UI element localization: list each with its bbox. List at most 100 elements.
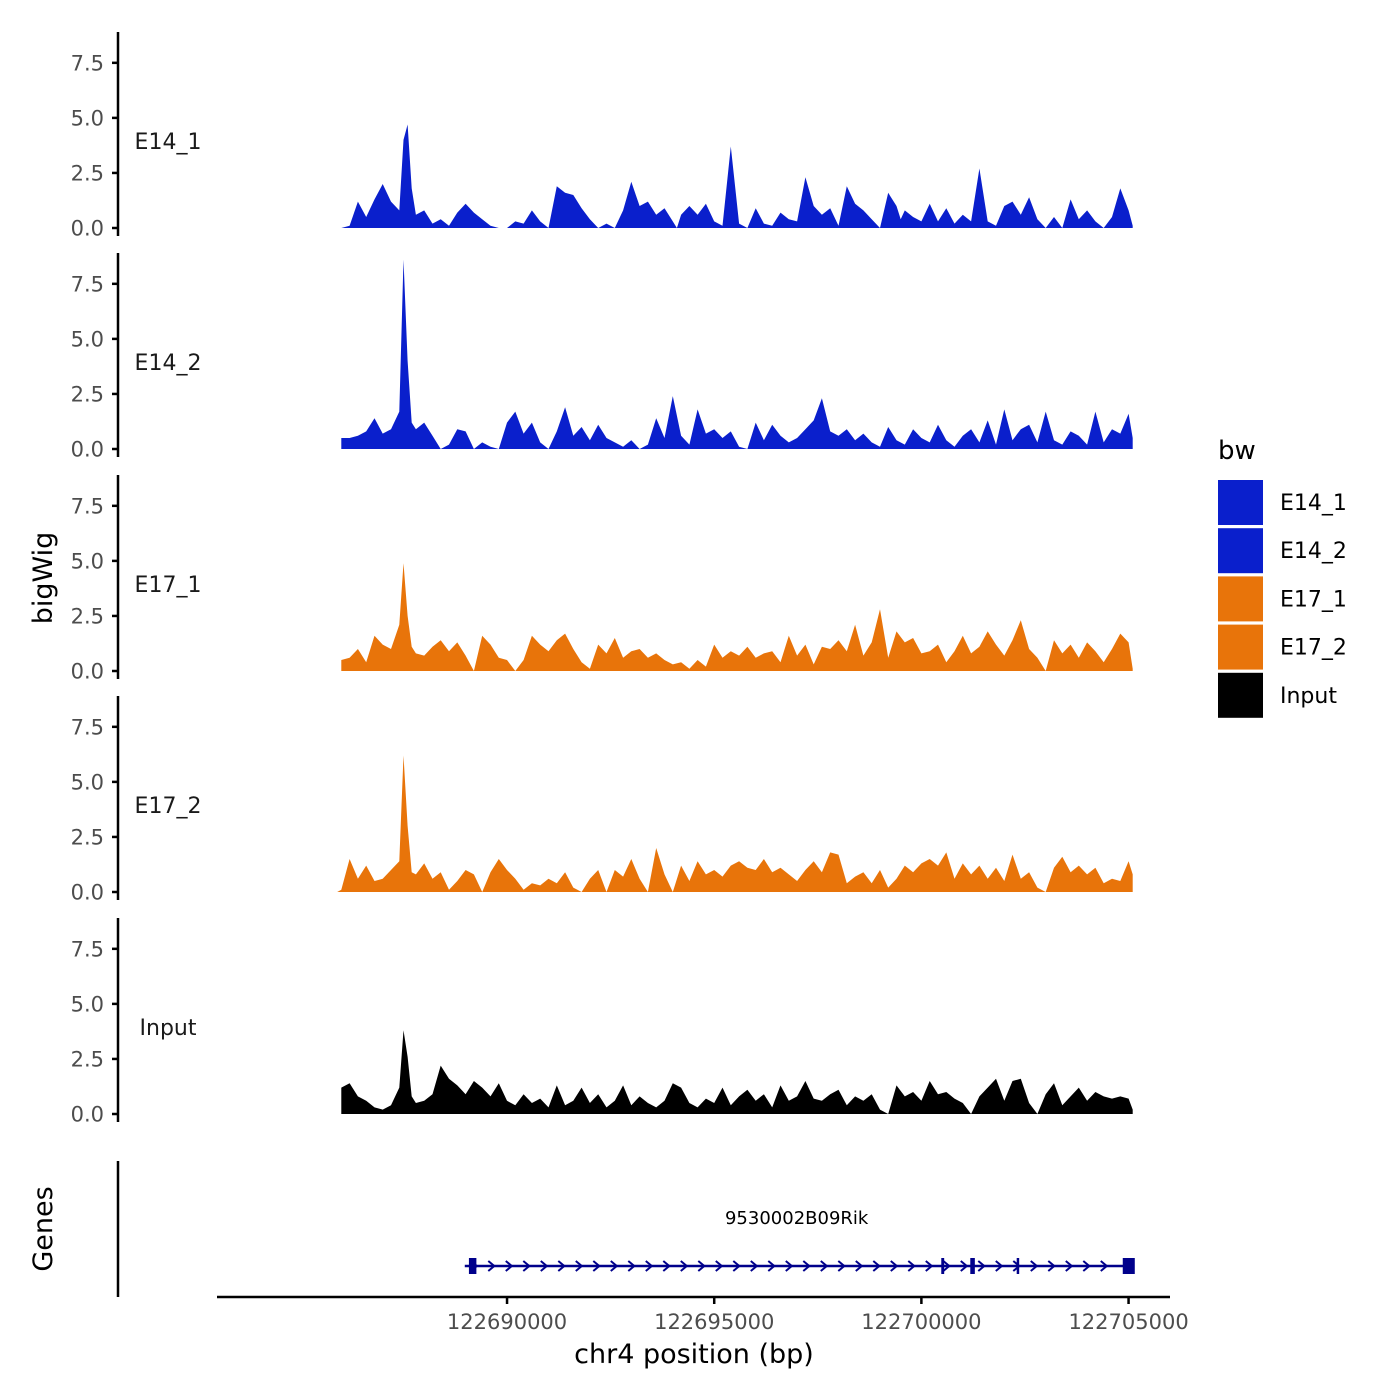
track-label-e14-2: E14_2 bbox=[135, 351, 202, 376]
y-tick-label: 2.5 bbox=[71, 825, 104, 849]
y-tick-label: 5.0 bbox=[71, 549, 104, 573]
strand-arrow bbox=[715, 1260, 724, 1272]
y-tick-label: 2.5 bbox=[71, 1047, 104, 1071]
exon-block bbox=[1016, 1258, 1020, 1274]
strand-arrow bbox=[1065, 1260, 1074, 1272]
legend-label-e14-2: E14_2 bbox=[1280, 539, 1347, 564]
gene-track-panel: 9530002B09Rik bbox=[116, 1161, 1135, 1297]
strand-arrow bbox=[540, 1260, 549, 1272]
strand-arrow bbox=[645, 1260, 654, 1272]
strand-arrow bbox=[1012, 1260, 1021, 1272]
x-tick-label: 122695000 bbox=[654, 1310, 774, 1334]
track-label-input: Input bbox=[140, 1016, 197, 1041]
track-panel-e14-2: 0.0 2.5 5.0 7.5 E14_2 bbox=[71, 253, 1133, 462]
strand-arrow bbox=[1030, 1260, 1039, 1272]
y-tick-label: 0.0 bbox=[71, 881, 104, 905]
exon-block bbox=[1122, 1258, 1135, 1274]
strand-arrow bbox=[942, 1260, 951, 1272]
y-tick-label: 7.5 bbox=[71, 715, 104, 739]
strand-arrow bbox=[907, 1260, 916, 1272]
strand-arrow bbox=[505, 1260, 514, 1272]
x-tick-label: 122690000 bbox=[447, 1310, 567, 1334]
track-label-e17-2: E17_2 bbox=[135, 794, 202, 819]
x-tick-label: 122700000 bbox=[861, 1310, 981, 1334]
exon-block bbox=[970, 1258, 975, 1274]
y-tick-label: 7.5 bbox=[71, 272, 104, 296]
coverage-area-e14-1 bbox=[341, 124, 1133, 228]
legend-title: bw bbox=[1218, 436, 1256, 466]
strand-arrow bbox=[610, 1260, 619, 1272]
strand-arrow bbox=[925, 1260, 934, 1272]
track-label-e17-1: E17_1 bbox=[135, 573, 202, 598]
y-tick-label: 5.0 bbox=[71, 106, 104, 130]
strand-arrow bbox=[750, 1260, 759, 1272]
legend-swatch-e14-1 bbox=[1218, 480, 1263, 525]
y-tick-label: 5.0 bbox=[71, 327, 104, 351]
strand-arrow bbox=[487, 1260, 496, 1272]
track-panel-e17-1: 0.0 2.5 5.0 7.5 E17_1 bbox=[71, 475, 1133, 684]
track-panel-input: 0.0 2.5 5.0 7.5 Input bbox=[71, 918, 1133, 1127]
strand-arrow bbox=[785, 1260, 794, 1272]
y-axis-title: bigWig bbox=[28, 532, 59, 625]
exon-block bbox=[468, 1258, 477, 1274]
coverage-area-e14-2 bbox=[341, 259, 1133, 449]
gene-name-label: 9530002B09Rik bbox=[725, 1208, 869, 1229]
x-axis: 122690000 122695000 122700000 122705000 bbox=[217, 1295, 1189, 1334]
strand-arrow bbox=[977, 1260, 986, 1272]
signal-panels: 0.0 2.5 5.0 7.5 E14_1 0.0 2.5 5.0 7.5 E14_2 0.0 2.5… bbox=[71, 32, 1133, 1127]
strand-arrow bbox=[890, 1260, 899, 1272]
y-tick-label: 7.5 bbox=[71, 494, 104, 518]
strand-arrow bbox=[592, 1260, 601, 1272]
y-tick-label: 5.0 bbox=[71, 992, 104, 1016]
legend-swatch-e14-2 bbox=[1218, 528, 1263, 574]
strand-arrow bbox=[1082, 1260, 1091, 1272]
strand-arrow bbox=[557, 1260, 566, 1272]
strand-arrow bbox=[767, 1260, 776, 1272]
strand-arrow bbox=[960, 1260, 969, 1272]
legend-label-input: Input bbox=[1280, 684, 1337, 709]
legend-swatch-input bbox=[1218, 672, 1263, 718]
legend-label-e17-2: E17_2 bbox=[1280, 636, 1347, 661]
legend-swatch-e17-1 bbox=[1218, 576, 1263, 622]
y-tick-label: 0.0 bbox=[71, 1103, 104, 1127]
y-tick-label: 0.0 bbox=[71, 217, 104, 241]
strand-arrow bbox=[1100, 1260, 1109, 1272]
strand-arrow bbox=[697, 1260, 706, 1272]
track-panel-e17-2: 0.0 2.5 5.0 7.5 E17_2 bbox=[71, 696, 1133, 905]
legend-swatch-e17-2 bbox=[1218, 624, 1263, 670]
coverage-area-input bbox=[341, 1030, 1133, 1114]
strand-arrow bbox=[680, 1260, 689, 1272]
track-label-e14-1: E14_1 bbox=[135, 130, 202, 155]
y-tick-label: 7.5 bbox=[71, 51, 104, 75]
strand-arrow bbox=[575, 1260, 584, 1272]
legend-label-e17-1: E17_1 bbox=[1280, 587, 1347, 612]
strand-arrow bbox=[802, 1260, 811, 1272]
strand-arrow bbox=[1047, 1260, 1056, 1272]
y-tick-label: 5.0 bbox=[71, 770, 104, 794]
y-tick-label: 2.5 bbox=[71, 161, 104, 185]
y-tick-label: 2.5 bbox=[71, 604, 104, 628]
x-tick-label: 122705000 bbox=[1068, 1310, 1188, 1334]
strand-arrow bbox=[522, 1260, 531, 1272]
y-tick-label: 7.5 bbox=[71, 937, 104, 961]
coverage-area-e17-2 bbox=[337, 755, 1133, 892]
legend: bw E14_1 E14_2 E17_1 E17_2 Input bbox=[1218, 436, 1347, 718]
legend-label-e14-1: E14_1 bbox=[1280, 491, 1347, 516]
strand-arrow bbox=[995, 1260, 1004, 1272]
x-axis-title: chr4 position (bp) bbox=[574, 1339, 814, 1370]
coverage-area-e17-1 bbox=[341, 563, 1133, 671]
exon-block bbox=[941, 1258, 945, 1274]
y-tick-label: 0.0 bbox=[71, 438, 104, 462]
track-panel-e14-1: 0.0 2.5 5.0 7.5 E14_1 bbox=[71, 32, 1133, 241]
y-tick-label: 2.5 bbox=[71, 382, 104, 406]
gene-track-title: Genes bbox=[28, 1186, 59, 1271]
y-tick-label: 0.0 bbox=[71, 660, 104, 684]
strand-arrow bbox=[820, 1260, 829, 1272]
strand-arrow bbox=[662, 1260, 671, 1272]
strand-arrow bbox=[855, 1260, 864, 1272]
strand-arrow bbox=[732, 1260, 741, 1272]
strand-arrow bbox=[837, 1260, 846, 1272]
strand-arrow bbox=[627, 1260, 636, 1272]
strand-arrow bbox=[872, 1260, 881, 1272]
